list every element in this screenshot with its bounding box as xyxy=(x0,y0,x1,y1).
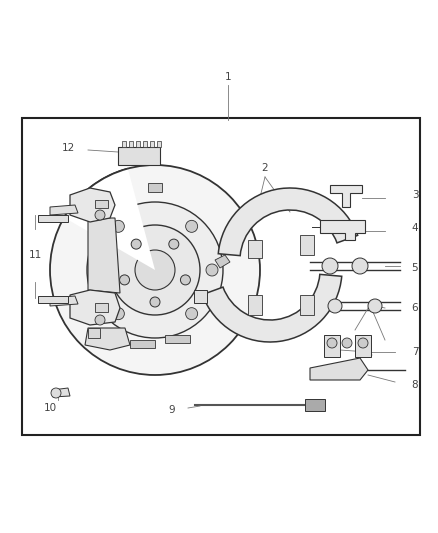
Wedge shape xyxy=(64,168,155,270)
Bar xyxy=(22,118,420,435)
Polygon shape xyxy=(248,295,262,315)
Polygon shape xyxy=(95,303,108,312)
Polygon shape xyxy=(38,215,68,222)
Polygon shape xyxy=(50,296,78,306)
Circle shape xyxy=(135,250,175,290)
Circle shape xyxy=(110,225,200,315)
Text: 12: 12 xyxy=(61,143,74,153)
Text: 9: 9 xyxy=(169,405,175,415)
Bar xyxy=(324,335,340,357)
Text: 6: 6 xyxy=(412,303,418,313)
Polygon shape xyxy=(320,220,365,240)
Polygon shape xyxy=(194,289,207,303)
Text: 5: 5 xyxy=(412,263,418,273)
Text: 10: 10 xyxy=(43,403,57,413)
Circle shape xyxy=(368,299,382,313)
Polygon shape xyxy=(88,328,100,338)
Polygon shape xyxy=(300,295,314,315)
Circle shape xyxy=(186,220,198,232)
Polygon shape xyxy=(52,388,70,397)
Circle shape xyxy=(342,338,352,348)
Circle shape xyxy=(95,315,105,325)
Circle shape xyxy=(180,275,191,285)
Circle shape xyxy=(150,297,160,307)
Circle shape xyxy=(169,239,179,249)
Polygon shape xyxy=(157,141,161,147)
Polygon shape xyxy=(38,296,68,303)
Text: 4: 4 xyxy=(412,223,418,233)
Text: 1: 1 xyxy=(225,72,231,82)
Text: 3: 3 xyxy=(412,190,418,200)
Circle shape xyxy=(92,264,104,276)
Circle shape xyxy=(352,258,368,274)
Circle shape xyxy=(113,308,124,320)
Polygon shape xyxy=(50,205,78,215)
Polygon shape xyxy=(129,141,133,147)
Circle shape xyxy=(50,165,260,375)
Polygon shape xyxy=(118,147,160,165)
Circle shape xyxy=(322,258,338,274)
Circle shape xyxy=(120,275,130,285)
Polygon shape xyxy=(330,185,362,207)
Circle shape xyxy=(358,338,368,348)
Polygon shape xyxy=(95,200,108,208)
Circle shape xyxy=(131,239,141,249)
Bar xyxy=(355,335,371,357)
Text: 2: 2 xyxy=(261,163,268,173)
Polygon shape xyxy=(248,240,262,258)
Text: 11: 11 xyxy=(28,250,42,260)
Polygon shape xyxy=(300,235,314,255)
Text: 7: 7 xyxy=(412,347,418,357)
Polygon shape xyxy=(70,290,120,325)
Circle shape xyxy=(113,220,124,232)
Polygon shape xyxy=(305,399,325,411)
Circle shape xyxy=(87,202,223,338)
Circle shape xyxy=(186,308,198,320)
Polygon shape xyxy=(136,141,140,147)
Polygon shape xyxy=(150,141,154,147)
Circle shape xyxy=(327,338,337,348)
Polygon shape xyxy=(165,335,190,343)
Wedge shape xyxy=(218,188,358,256)
Polygon shape xyxy=(310,358,368,380)
Polygon shape xyxy=(122,141,126,147)
Circle shape xyxy=(95,210,105,220)
Circle shape xyxy=(206,264,218,276)
Wedge shape xyxy=(202,274,342,342)
Polygon shape xyxy=(85,328,130,350)
Polygon shape xyxy=(215,255,230,268)
Circle shape xyxy=(328,299,342,313)
Polygon shape xyxy=(70,188,115,222)
Polygon shape xyxy=(143,141,147,147)
Polygon shape xyxy=(88,218,120,293)
Polygon shape xyxy=(130,340,155,348)
Text: 8: 8 xyxy=(412,380,418,390)
Circle shape xyxy=(51,388,61,398)
Polygon shape xyxy=(148,183,162,192)
